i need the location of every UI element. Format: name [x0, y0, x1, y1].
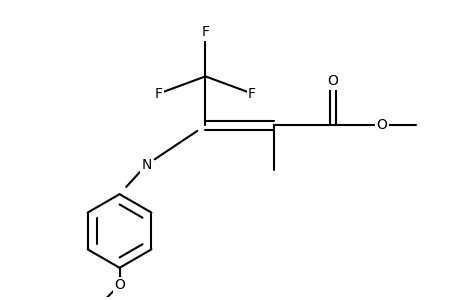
- Text: O: O: [376, 118, 387, 133]
- Text: O: O: [114, 278, 125, 292]
- Text: F: F: [155, 87, 162, 100]
- Text: F: F: [247, 87, 256, 100]
- Text: F: F: [201, 25, 209, 39]
- Text: O: O: [327, 74, 338, 88]
- Text: N: N: [141, 158, 151, 172]
